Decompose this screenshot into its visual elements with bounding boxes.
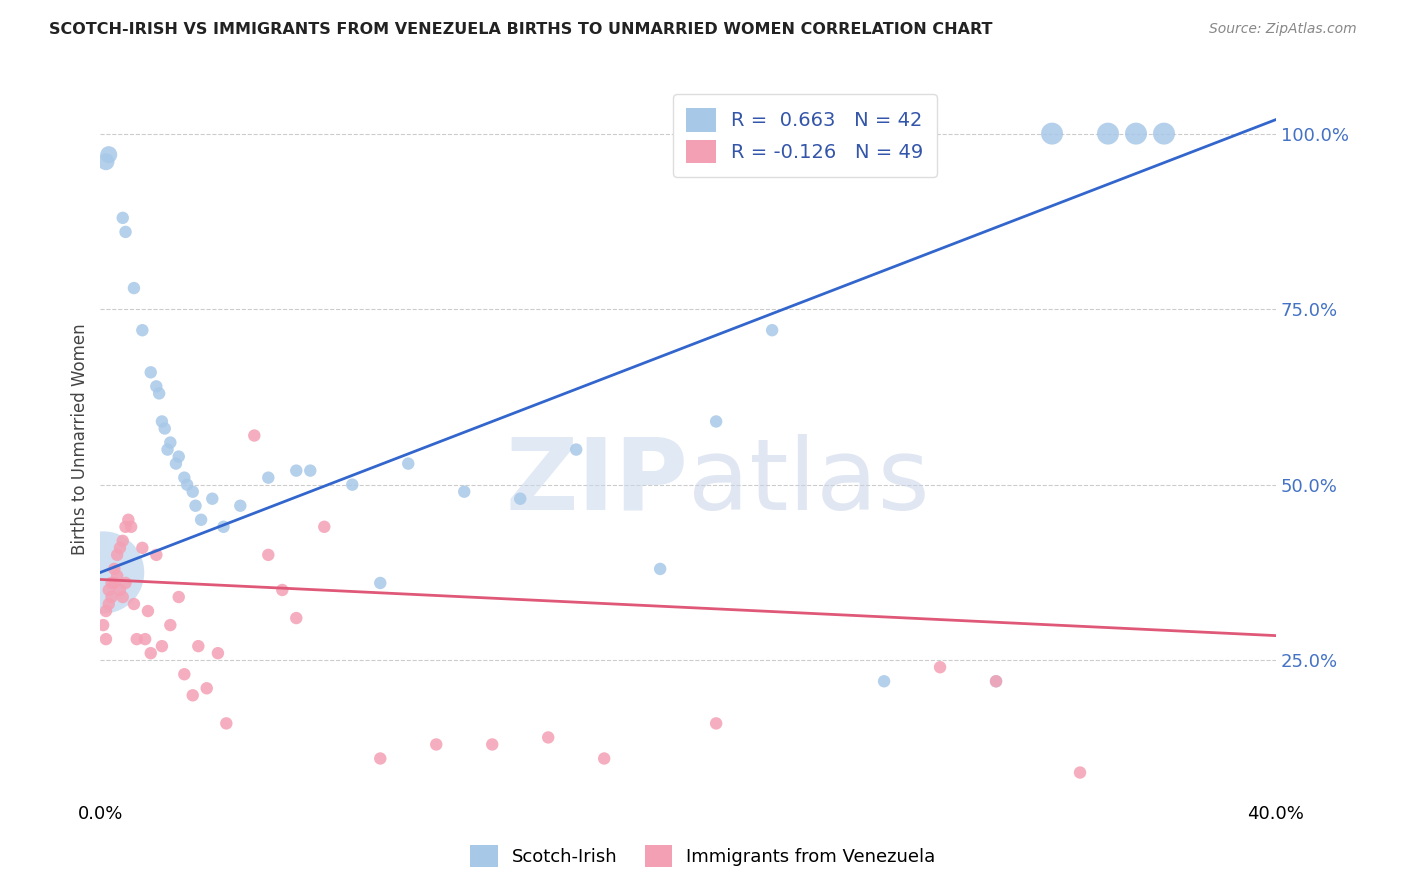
Point (145, 548, 167, 562)
Point (136, 604, 159, 618)
Point (1153, 127, 1175, 141)
Point (105, 548, 128, 562)
Point (453, 484, 475, 499)
Point (122, 281, 145, 295)
Point (984, 674, 1007, 689)
Point (173, 667, 195, 681)
Text: Source: ZipAtlas.com: Source: ZipAtlas.com (1209, 22, 1357, 37)
Point (593, 751, 616, 765)
Point (181, 688, 204, 702)
Point (285, 611, 308, 625)
Point (131, 541, 153, 555)
Point (167, 450, 190, 464)
Point (159, 618, 181, 632)
Point (97, 147, 120, 161)
Point (243, 428, 266, 442)
Text: ZIP: ZIP (505, 434, 688, 531)
Point (145, 379, 167, 393)
Point (1097, 127, 1119, 141)
Point (105, 569, 128, 583)
Point (425, 738, 447, 752)
Point (165, 457, 187, 471)
Point (111, 211, 134, 225)
Point (1125, 127, 1147, 141)
Text: SCOTCH-IRISH VS IMMIGRANTS FROM VENEZUELA BIRTHS TO UNMARRIED WOMEN CORRELATION : SCOTCH-IRISH VS IMMIGRANTS FROM VENEZUEL… (49, 22, 993, 37)
Point (368, 576, 391, 591)
Point (201, 491, 224, 506)
Point (257, 548, 280, 562)
Point (229, 499, 252, 513)
Point (117, 513, 139, 527)
Point (91, 566, 114, 580)
Point (125, 632, 148, 647)
Point (187, 639, 209, 653)
Point (761, 323, 783, 337)
Point (97, 582, 120, 597)
Point (153, 421, 176, 435)
Point (100, 590, 122, 604)
Point (134, 632, 156, 647)
Point (207, 646, 229, 660)
Point (481, 738, 503, 752)
Point (111, 590, 134, 604)
Point (190, 513, 212, 527)
Point (215, 716, 238, 731)
Point (114, 576, 136, 591)
Point (91, 618, 114, 632)
Point (396, 457, 419, 471)
Point (257, 470, 280, 484)
Point (114, 225, 136, 239)
Point (103, 576, 125, 591)
Point (509, 491, 531, 506)
Legend: R =  0.663   N = 42, R = -0.126   N = 49: R = 0.663 N = 42, R = -0.126 N = 49 (673, 95, 936, 177)
Point (184, 499, 207, 513)
Point (111, 533, 134, 548)
Point (114, 520, 136, 534)
Point (156, 442, 179, 457)
Point (1040, 127, 1063, 141)
Point (299, 464, 322, 478)
Point (873, 674, 896, 689)
Point (195, 681, 218, 696)
Point (176, 477, 198, 491)
Point (120, 520, 142, 534)
Point (131, 323, 153, 337)
Point (139, 365, 162, 379)
Point (704, 415, 727, 429)
Point (150, 415, 173, 429)
Text: atlas: atlas (688, 434, 929, 531)
Legend: Scotch-Irish, Immigrants from Venezuela: Scotch-Irish, Immigrants from Venezuela (463, 838, 943, 874)
Point (97, 597, 120, 611)
Point (148, 386, 170, 401)
Point (159, 435, 181, 450)
Point (368, 751, 391, 765)
Point (139, 646, 162, 660)
Point (565, 442, 588, 457)
Point (94, 604, 117, 618)
Point (537, 731, 560, 745)
Point (167, 590, 190, 604)
Point (173, 470, 195, 484)
Point (122, 597, 145, 611)
Point (150, 639, 173, 653)
Point (181, 484, 204, 499)
Point (285, 464, 308, 478)
Point (342, 477, 364, 491)
Point (1069, 765, 1091, 780)
Point (212, 520, 235, 534)
Point (704, 716, 727, 731)
Point (94, 632, 117, 647)
Point (271, 582, 294, 597)
Point (929, 660, 952, 674)
Point (108, 541, 131, 555)
Point (94, 154, 117, 169)
Point (103, 562, 125, 576)
Y-axis label: Births to Unmarried Women: Births to Unmarried Women (72, 323, 89, 555)
Point (650, 562, 672, 576)
Point (314, 520, 336, 534)
Point (100, 576, 122, 591)
Point (984, 674, 1007, 689)
Point (108, 582, 131, 597)
